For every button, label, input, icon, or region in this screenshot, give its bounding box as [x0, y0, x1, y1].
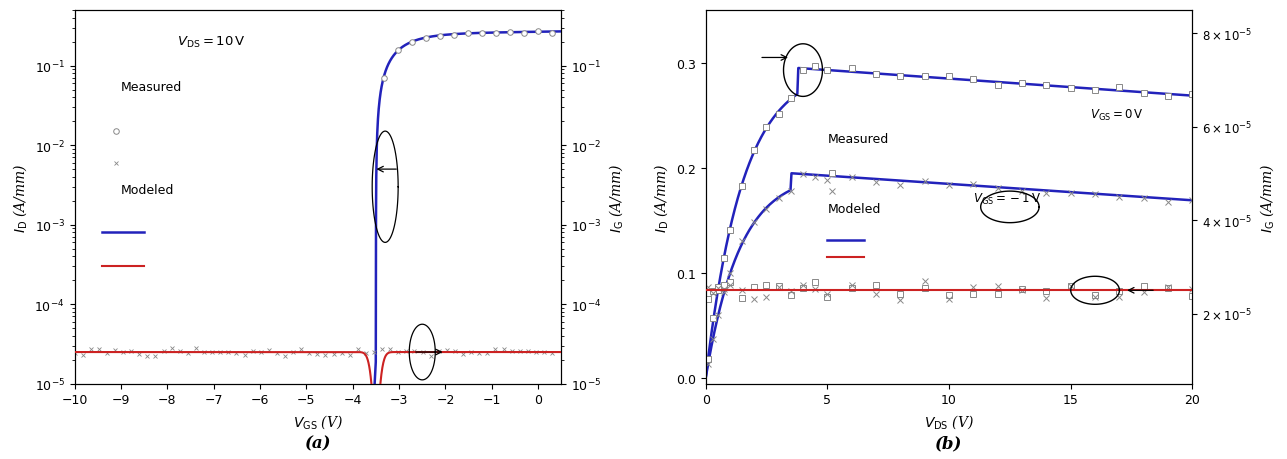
Y-axis label: $I_{\mathrm{G}}$ (A/mm): $I_{\mathrm{G}}$ (A/mm) — [1259, 162, 1275, 232]
Y-axis label: $I_{\mathrm{D}}$ (A/mm): $I_{\mathrm{D}}$ (A/mm) — [12, 163, 28, 232]
Text: Measured: Measured — [121, 80, 183, 94]
Y-axis label: $I_{\mathrm{D}}$ (A/mm): $I_{\mathrm{D}}$ (A/mm) — [653, 163, 671, 232]
Text: (b): (b) — [936, 434, 963, 451]
Y-axis label: $I_{\mathrm{G}}$ (A/mm): $I_{\mathrm{G}}$ (A/mm) — [607, 162, 624, 232]
Text: (a): (a) — [305, 434, 331, 451]
Text: $V_{\mathrm{DS}} = 10\,\mathrm{V}$: $V_{\mathrm{DS}} = 10\,\mathrm{V}$ — [176, 35, 246, 50]
X-axis label: $V_{\mathrm{DS}}$ (V): $V_{\mathrm{DS}}$ (V) — [924, 412, 974, 430]
Text: $V_{\mathrm{GS}} = -1\,\mathrm{V}$: $V_{\mathrm{GS}} = -1\,\mathrm{V}$ — [973, 191, 1041, 206]
Text: $V_{\mathrm{GS}} = 0\,\mathrm{V}$: $V_{\mathrm{GS}} = 0\,\mathrm{V}$ — [1090, 107, 1144, 122]
Text: Modeled: Modeled — [121, 184, 174, 196]
Text: Measured: Measured — [828, 132, 888, 146]
Text: Modeled: Modeled — [828, 203, 880, 216]
X-axis label: $V_{\mathrm{GS}}$ (V): $V_{\mathrm{GS}}$ (V) — [293, 412, 344, 430]
